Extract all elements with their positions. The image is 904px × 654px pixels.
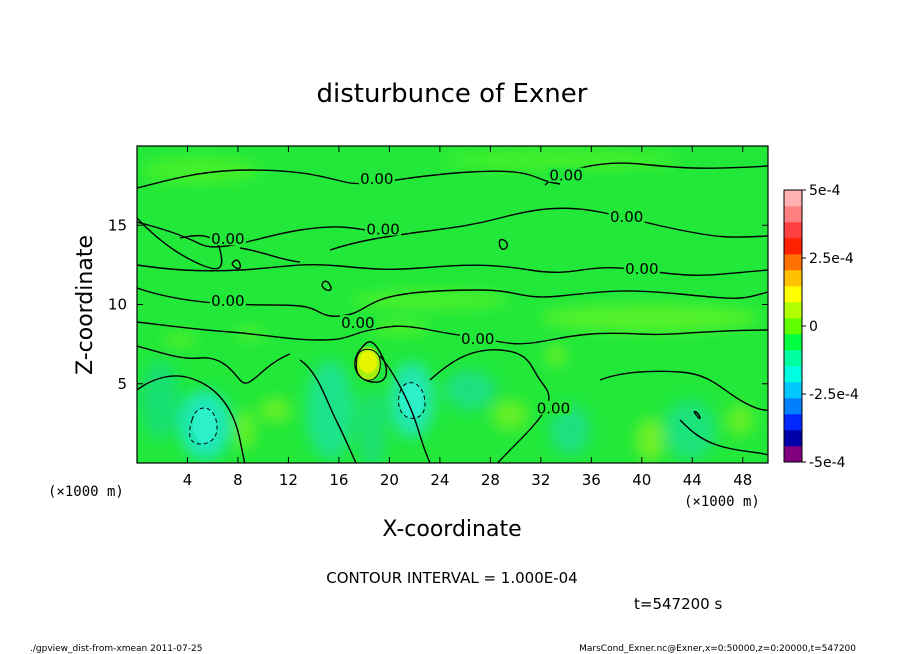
colorbar-swatch <box>784 286 802 303</box>
contour-label: 0.00 <box>610 208 643 226</box>
colorbar-swatch <box>784 398 802 415</box>
colorbar-tick-label: -5e-4 <box>809 455 846 471</box>
colorbar-swatch <box>784 350 802 367</box>
colorbar-tick-label: -2.5e-4 <box>809 387 859 403</box>
x-tick-label: 48 <box>733 471 752 489</box>
colorbar-swatch <box>784 270 802 287</box>
negative-anomaly-left <box>193 407 217 443</box>
x-tick-label: 40 <box>632 471 651 489</box>
colorbar-swatch <box>784 302 802 319</box>
x-tick-label: 28 <box>481 471 500 489</box>
colorbar-ticks: 5e-4 2.5e-4 0 -2.5e-4 -5e-4 <box>802 183 859 471</box>
colorbar-swatch <box>784 254 802 271</box>
contour-label: 0.00 <box>211 292 244 310</box>
contour-label: 0.00 <box>625 260 658 278</box>
chart-title: disturbunce of Exner <box>317 79 588 109</box>
contour-label: 0.00 <box>549 167 582 185</box>
x-tick-label: 24 <box>430 471 449 489</box>
colorbar-swatch <box>784 382 802 399</box>
contour-label-bg <box>608 208 645 223</box>
colorbar-swatch <box>784 334 802 351</box>
negative-contours <box>189 382 426 445</box>
x-unit-left: (×1000 m) <box>48 484 124 500</box>
contour-label-bg <box>339 315 376 330</box>
plot-area: 0.00 0.00 0.00 0.00 0.00 0.00 0.00 0.00 0.00 0.00 <box>136 145 769 464</box>
x-tick-label: 44 <box>683 471 702 489</box>
contour-label-bg <box>209 231 246 246</box>
colorbar <box>783 189 803 463</box>
time-label: t=547200 s <box>634 595 722 613</box>
contour-label-bg <box>623 261 660 276</box>
colorbar-swatch <box>784 238 802 255</box>
x-axis: 4 8 12 16 20 24 28 32 36 40 44 48 <box>183 146 752 489</box>
x-tick-label: 36 <box>582 471 601 489</box>
colorbar-swatch <box>784 190 802 207</box>
colorbar-tick-label: 0 <box>809 319 818 335</box>
colorbar-swatch <box>784 206 802 223</box>
contour-label-bg <box>365 221 402 236</box>
colorbar-tick-label: 5e-4 <box>809 183 841 199</box>
footer-left: ./gpview_dist-from-xmean 2011-07-25 <box>30 644 202 654</box>
contour-label: 0.00 <box>211 230 244 248</box>
contour-label: 0.00 <box>366 221 399 239</box>
colorbar-tick-label: 2.5e-4 <box>809 251 854 267</box>
x-tick-label: 12 <box>279 471 298 489</box>
x-tick-label: 20 <box>380 471 399 489</box>
contour-label-bg <box>459 330 496 345</box>
positive-contour <box>355 348 381 381</box>
contour-label-bg <box>548 167 585 182</box>
y-tick-label: 5 <box>117 375 127 393</box>
contour-label-bg <box>358 170 395 185</box>
x-unit-right: (×1000 m) <box>684 494 760 510</box>
contour-interval: CONTOUR INTERVAL = 1.000E-04 <box>326 569 577 587</box>
contour-label: 0.00 <box>341 314 374 332</box>
contour-label: 0.00 <box>461 330 494 348</box>
colorbar-swatch <box>784 430 802 447</box>
colorbar-swatch <box>784 414 802 431</box>
contour-label: 0.00 <box>360 170 393 188</box>
negative-anomaly-center <box>400 382 424 418</box>
x-tick-label: 4 <box>183 471 193 489</box>
field-shading <box>137 150 768 463</box>
x-tick-label: 16 <box>329 471 348 489</box>
x-tick-label: 32 <box>531 471 550 489</box>
y-axis: 5 10 15 <box>108 216 768 393</box>
y-tick-label: 15 <box>108 216 127 234</box>
contour-label-bg <box>209 292 246 307</box>
colorbar-swatch <box>784 366 802 383</box>
contour-labels: 0.00 0.00 0.00 0.00 0.00 0.00 0.00 0.00 0.00 0.00 <box>209 167 660 418</box>
y-axis-title: Z-coordinate <box>73 235 98 375</box>
colorbar-swatch <box>784 446 802 463</box>
contour-label-bg <box>535 400 572 415</box>
footer-right: MarsCond_Exner.nc@Exner,x=0:50000,z=0:20… <box>579 644 856 654</box>
colorbar-swatch <box>784 222 802 239</box>
colorbar-swatch <box>784 318 802 335</box>
contour-label: 0.00 <box>537 400 570 418</box>
y-tick-label: 10 <box>108 296 127 314</box>
x-axis-title: X-coordinate <box>382 517 521 542</box>
x-tick-label: 8 <box>233 471 243 489</box>
